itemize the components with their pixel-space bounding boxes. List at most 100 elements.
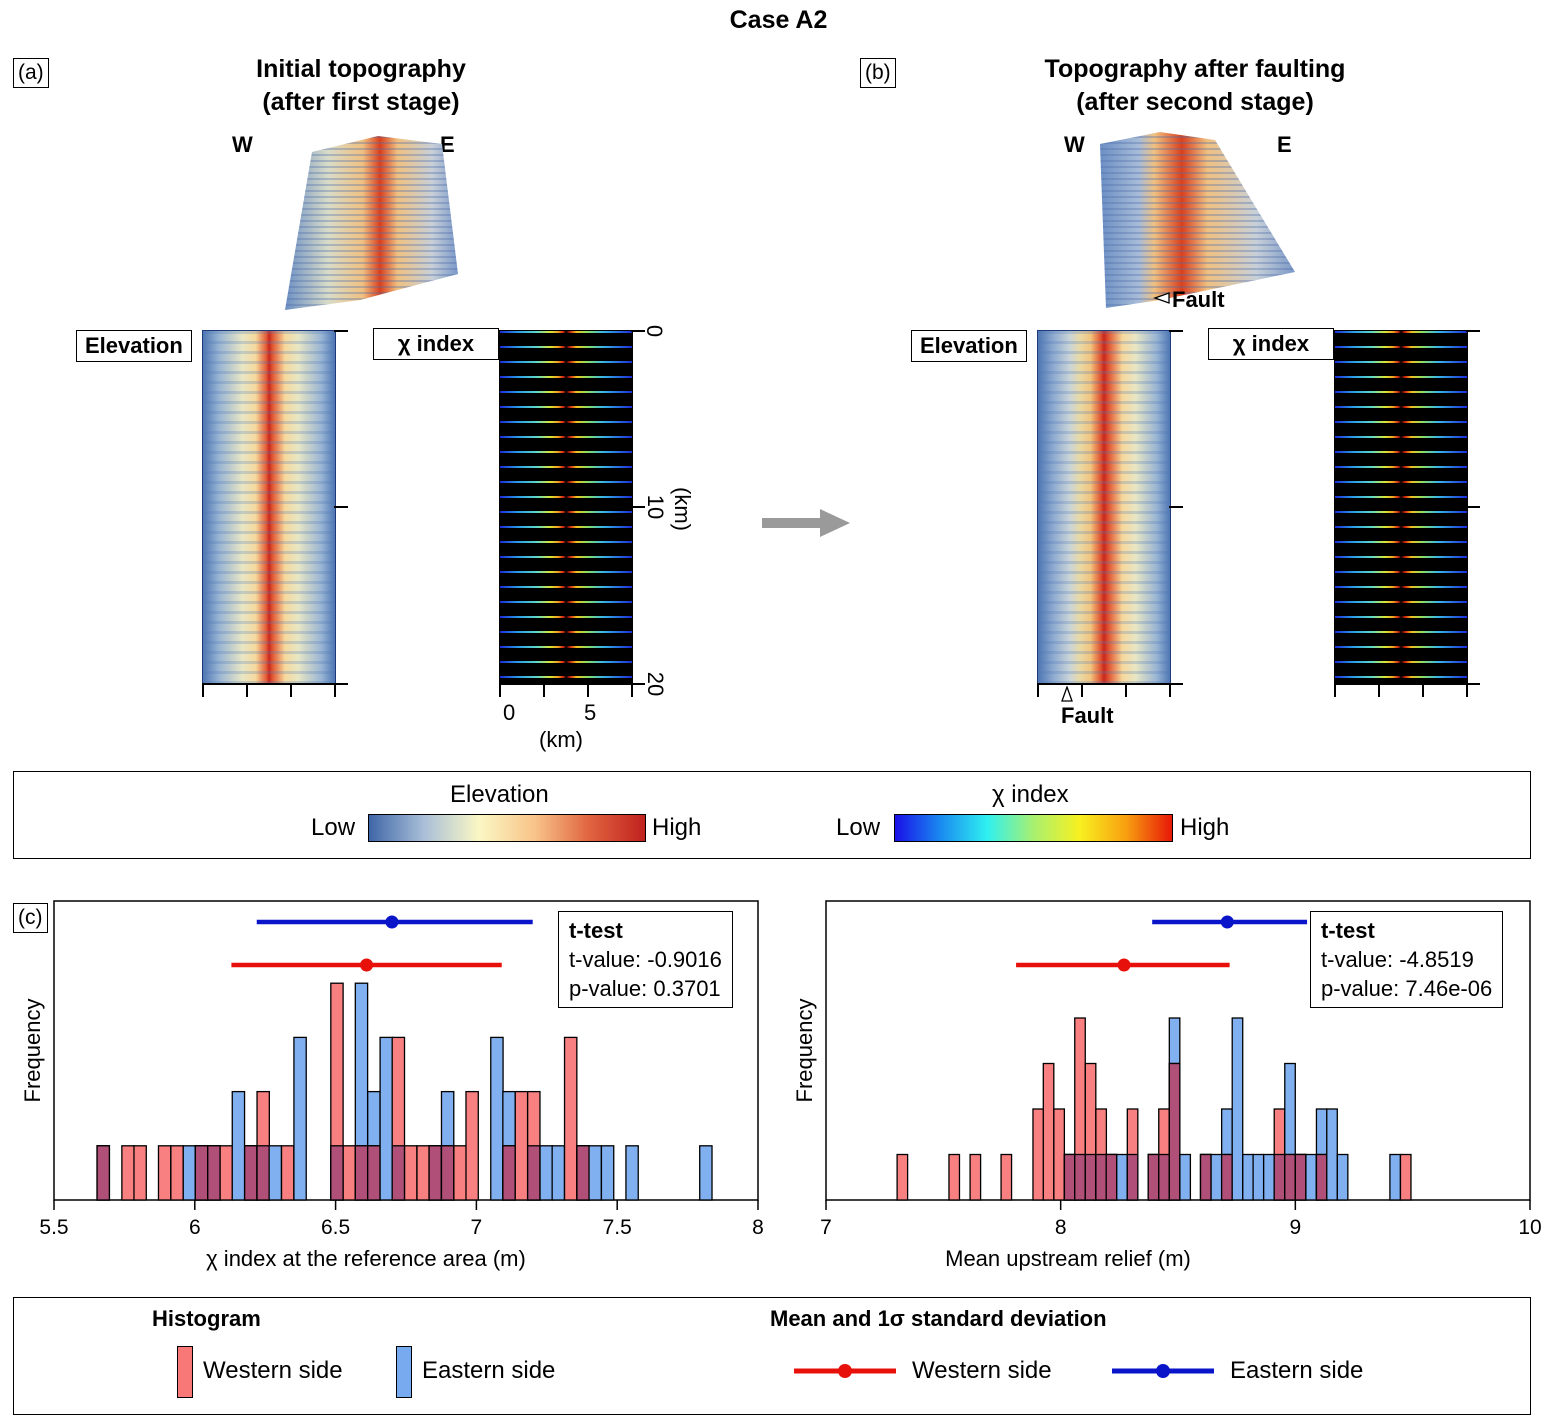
histogram-bar-eastern: [1116, 1153, 1128, 1201]
x-tick-label: 8: [1055, 1216, 1067, 1239]
y-axis-unit: (km): [669, 487, 695, 531]
legend-west-mean-line: [794, 1364, 896, 1378]
histogram-bar-western: [157, 1145, 172, 1201]
histogram-bar-overlap: [207, 1145, 221, 1201]
ttest-title: t-test: [569, 918, 623, 943]
histogram-bar-eastern: [1252, 1153, 1265, 1201]
x-tick-label: 9: [1289, 1216, 1301, 1239]
chi-colorbar-high: High: [1180, 814, 1230, 841]
panel-a-chi-label: χ index: [373, 328, 499, 360]
x-tick-label-0: 0: [503, 700, 516, 725]
ttest-p-value: p-value: 0.3701: [569, 976, 721, 1001]
histogram-bar-eastern: [1305, 1153, 1318, 1201]
x-tick-label: 5.5: [39, 1216, 68, 1239]
y-tick-label-0: 0: [642, 324, 668, 338]
tick: [631, 683, 645, 685]
panel-b-title-line2: (after second stage): [1076, 88, 1314, 116]
chi-colorbar-title: χ index: [992, 781, 1069, 808]
panel-b-elevation-map: [1037, 330, 1171, 684]
x-tick-label: 6: [189, 1216, 201, 1239]
panel-a-elevation-label: Elevation: [76, 330, 192, 362]
tick: [1169, 506, 1183, 508]
x-axis-label: Mean upstream relief (m): [945, 1246, 1191, 1271]
histogram-bar-western: [453, 1145, 467, 1201]
y-tick-label-20: 20: [643, 671, 669, 697]
histogram-bar-overlap: [1105, 1153, 1118, 1201]
histogram-bar-overlap: [96, 1145, 111, 1201]
histogram-bar-western: [969, 1153, 982, 1201]
histogram-bar-overlap: [354, 1145, 369, 1201]
tick: [499, 683, 501, 697]
histogram-bar-western: [1032, 1108, 1045, 1201]
histogram-bar-western: [219, 1145, 234, 1201]
histogram-bar-overlap: [1284, 1153, 1296, 1201]
histogram-bar-overlap: [194, 1145, 209, 1201]
histogram-bar-overlap: [527, 1145, 541, 1201]
panel-a-east-label: E: [440, 132, 455, 157]
histogram-bar-eastern: [1389, 1153, 1402, 1201]
histogram-bar-western: [403, 1145, 418, 1201]
histogram-mean-relief: 7 8 9 10 Mean upstream relief (m) Frequency: [792, 900, 1542, 1271]
tick: [1125, 683, 1127, 697]
tick: [246, 683, 248, 697]
tick: [1466, 683, 1468, 697]
ttest-box-left: t-test t-value: -0.9016 p-value: 0.3701: [558, 911, 733, 1008]
panel-b-fault-label-map: Fault: [1061, 703, 1114, 728]
histogram-bar-overlap: [1294, 1153, 1307, 1201]
histogram-bar-eastern: [1326, 1108, 1338, 1201]
tick: [1169, 683, 1183, 685]
mean-dot-western: [360, 958, 374, 972]
elevation-colorbar-high: High: [652, 814, 702, 841]
chi-colorbar-low: Low: [836, 814, 881, 841]
y-tick-label-10: 10: [643, 494, 669, 520]
histogram-bar-western: [896, 1153, 909, 1201]
panel-a-3d-ridges: [285, 136, 458, 310]
legend-west-mean-label: Western side: [912, 1357, 1052, 1384]
histogram-bar-eastern: [1336, 1153, 1349, 1201]
histogram-bar-western: [948, 1153, 961, 1201]
histogram-bar-eastern: [588, 1145, 602, 1201]
tick: [334, 683, 348, 685]
legend-west-histogram-swatch: [177, 1346, 193, 1398]
tick: [1334, 683, 1466, 685]
legend-west-histogram-label: Western side: [203, 1357, 343, 1384]
x-tick-label-5: 5: [584, 700, 597, 725]
x-tick-label: 8: [752, 1216, 764, 1239]
histogram-bar-eastern: [293, 1036, 307, 1201]
histogram-bar-overlap: [330, 1145, 344, 1201]
histogram-bar-eastern: [1263, 1153, 1275, 1201]
histogram-bar-western: [342, 1145, 357, 1201]
histogram-bar-overlap: [1074, 1153, 1086, 1201]
histogram-bar-overlap: [576, 1145, 590, 1201]
tick: [1334, 683, 1336, 697]
histogram-bar-western: [280, 1145, 295, 1201]
histogram-bar-overlap: [1084, 1153, 1097, 1201]
tick: [202, 683, 204, 697]
ttest-box-right: t-test t-value: -4.8519 p-value: 7.46e-0…: [1310, 911, 1504, 1008]
histogram-bar-eastern: [1179, 1153, 1192, 1201]
panel-a-title-line2: (after first stage): [262, 88, 460, 116]
histogram-bar-overlap: [1126, 1153, 1139, 1201]
fault-marker-icon: [1153, 292, 1170, 304]
histogram-bar-western: [1053, 1108, 1066, 1201]
x-tick-label: 10: [1518, 1216, 1541, 1239]
tick: [1466, 683, 1480, 685]
panel-b-3d-ridges: [1100, 132, 1295, 308]
histogram-bar-western: [1042, 1062, 1055, 1201]
elevation-colorbar-title: Elevation: [450, 781, 549, 808]
tick: [334, 506, 348, 508]
histogram-bar-overlap: [1168, 1062, 1181, 1201]
x-tick-label: 7: [471, 1216, 483, 1239]
histogram-bar-eastern: [1231, 1017, 1244, 1201]
histogram-bar-western: [1000, 1153, 1013, 1201]
panel-a-west-label: W: [232, 132, 253, 157]
panel-a-title-line1: Initial topography: [256, 55, 466, 83]
y-axis-label: Frequency: [20, 999, 45, 1103]
tick: [543, 683, 545, 697]
chi-colorbar: [894, 814, 1173, 842]
tick: [1378, 683, 1380, 697]
fault-marker-icon: [1061, 686, 1073, 702]
histogram-bar-western: [563, 1036, 578, 1201]
panel-a-3d-topography: [285, 136, 458, 310]
ttest-t-value: t-value: -4.8519: [1321, 947, 1474, 972]
